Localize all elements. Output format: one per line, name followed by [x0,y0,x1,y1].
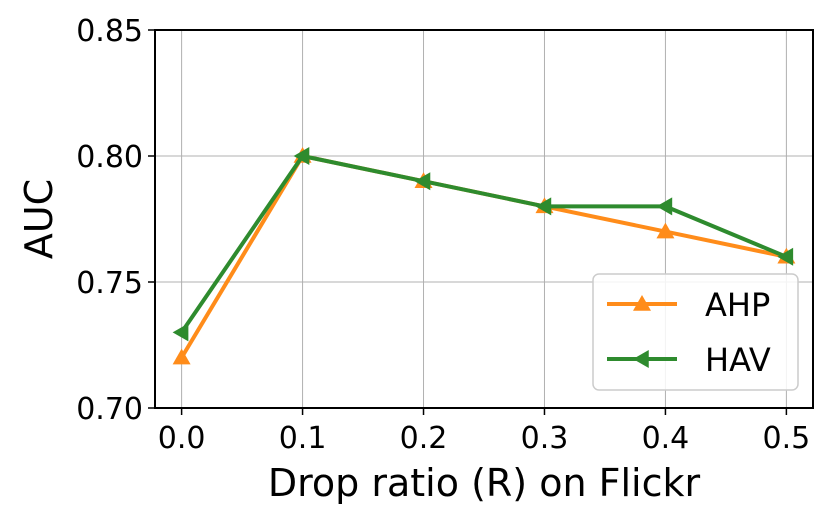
legend-label-ahp: AHP [705,286,770,324]
data-point-ahp [656,222,675,239]
y-tick-label: 0.80 [76,140,143,175]
x-tick-label: 0.3 [521,421,569,456]
plot-frame [154,29,814,409]
y-tick-label: 0.70 [76,392,143,427]
series-line-hav [179,154,788,334]
legend-marker-hav [633,350,649,368]
x-tick-label: 0.4 [642,421,690,456]
x-axis-label: Drop ratio (R) on Flickr [268,461,701,505]
y-axis-label: AUC [17,179,61,259]
legend-label-hav: HAV [705,341,771,379]
data-point-hav [414,172,431,191]
data-point-ahp [172,348,191,365]
legend: AHP HAV [592,273,799,391]
series-layer [172,147,796,365]
data-point-hav [656,197,673,216]
data-point-hav [172,323,189,342]
axis-ticks: 0.0 0.1 0.2 0.3 0.4 0.5 0.70 0.75 0.80 0.85 [76,14,810,456]
x-tick-label: 0.5 [763,421,811,456]
x-tick-label: 0.0 [158,421,206,456]
x-tick-label: 0.1 [279,421,327,456]
x-tick-label: 0.2 [400,421,448,456]
data-point-hav [777,247,794,266]
y-tick-label: 0.85 [76,14,143,49]
data-point-hav [293,147,310,165]
legend-marker-ahp [633,295,651,311]
y-tick-label: 0.75 [76,266,143,301]
data-point-hav [535,197,552,216]
